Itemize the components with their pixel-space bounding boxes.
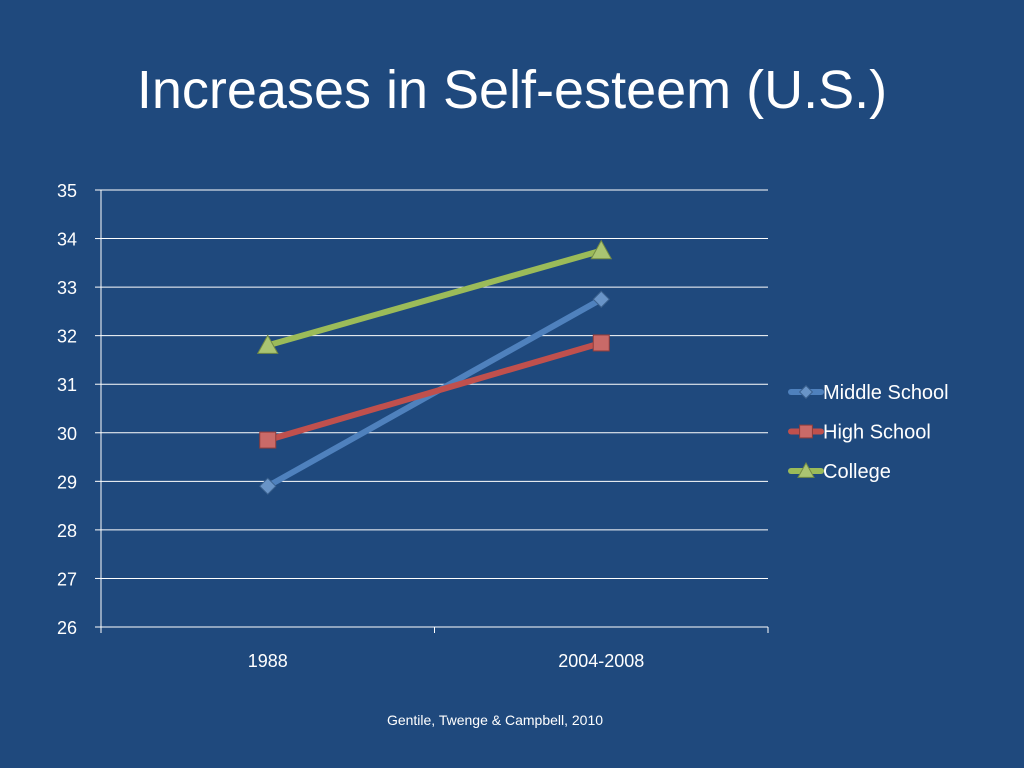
y-tick-label-27: 27: [57, 569, 77, 589]
series-line-college: [264, 247, 605, 349]
point-middle-school-1: [592, 290, 610, 308]
axes: [95, 189, 769, 633]
y-tick-label-32: 32: [57, 327, 77, 347]
y-tick-label-29: 29: [57, 472, 77, 492]
x-tick-label-0: 1988: [248, 651, 288, 671]
legend-marker-high-school: [799, 424, 813, 439]
point-college-1: [590, 239, 613, 260]
y-tick-label-26: 26: [57, 618, 77, 638]
y-tick-labels: 26 27 28 29 30 31 32 33 34 35: [57, 181, 77, 638]
series-line-high-school: [264, 339, 605, 444]
point-high-school-0: [259, 431, 277, 449]
point-high-school-1: [592, 334, 610, 352]
legend-marker-middle-school: [798, 384, 814, 400]
legend-marker-college: [797, 461, 815, 478]
y-tick-label-30: 30: [57, 424, 77, 444]
series-lines: [256, 239, 613, 495]
gridlines: [101, 189, 768, 579]
x-tick-labels: 1988 2004-2008: [248, 651, 645, 671]
legend-label-middle-school: Middle School: [823, 382, 949, 404]
y-tick-label-34: 34: [57, 230, 77, 250]
y-tick-label-28: 28: [57, 521, 77, 541]
point-middle-school-0: [259, 477, 277, 495]
y-tick-label-33: 33: [57, 278, 77, 298]
source-citation: Gentile, Twenge & Campbell, 2010: [386, 712, 604, 728]
slide-title: Increases in Self-esteem (U.S.): [136, 60, 888, 120]
legend-label-high-school: High School: [823, 422, 931, 444]
x-tick-label-1: 2004-2008: [558, 651, 644, 671]
y-tick-label-31: 31: [57, 375, 77, 395]
point-college-0: [256, 334, 279, 354]
legend-label-college: College: [823, 461, 891, 483]
y-tick-label-35: 35: [57, 181, 77, 201]
legend: Middle School High School College: [788, 382, 949, 483]
